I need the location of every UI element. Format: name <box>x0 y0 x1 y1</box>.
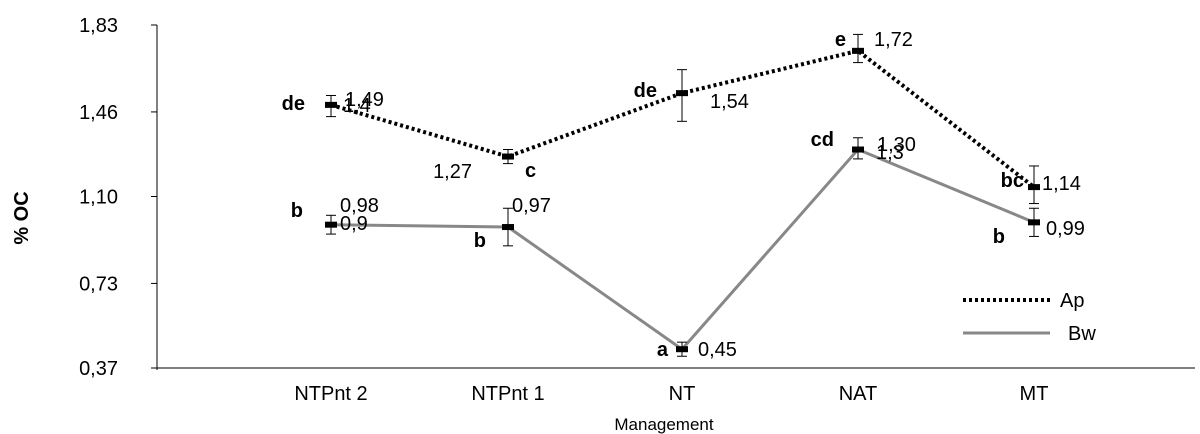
x-tick-label: NAT <box>839 383 878 405</box>
x-tick-label: MT <box>1020 383 1049 405</box>
significance-letter-ap: de <box>634 80 657 102</box>
data-label-ap: 1,72 <box>874 29 913 51</box>
overlapped-data-label: 0,9 <box>340 213 368 235</box>
significance-letter-bw: b <box>993 226 1005 248</box>
series-line-ap <box>330 48 1036 189</box>
y-tick-label: 1,83 <box>79 15 118 37</box>
x-tick-label: NTPnt 2 <box>294 383 367 405</box>
significance-letter-bw: b <box>291 200 303 222</box>
data-label-bw: 1,30 <box>877 134 916 156</box>
y-tick-label: 0,73 <box>79 273 118 295</box>
data-point-ap <box>676 90 688 97</box>
significance-letter-ap: de <box>282 93 305 115</box>
data-point-ap <box>852 47 864 54</box>
axes: 0,37 0,73 1,10 1,46 1,83 NTPnt 2 NTPnt 1 NT NAT M… <box>11 15 1195 434</box>
significance-letter-ap: c <box>525 160 536 182</box>
data-point-bw <box>325 221 337 228</box>
data-point-bw <box>1028 219 1040 226</box>
data-label-ap: 1,54 <box>710 91 749 113</box>
x-axis-title: Management <box>614 415 714 434</box>
legend: Ap Bw <box>963 290 1096 345</box>
data-label-bw: 0,99 <box>1046 218 1085 240</box>
data-label-ap: 1,49 <box>345 89 384 111</box>
x-tick-label: NT <box>669 383 696 405</box>
data-label-ap: 1,27 <box>433 161 472 183</box>
legend-label-bw: Bw <box>1068 323 1096 345</box>
significance-letter-bw: b <box>474 230 486 252</box>
data-label-bw: 0,97 <box>512 195 551 217</box>
overlapped-data-label: 1,3 <box>876 142 904 164</box>
overlapped-data-label: 1,4 <box>343 95 371 117</box>
significance-letter-bw: cd <box>811 129 834 151</box>
data-point-bw <box>676 346 688 353</box>
significance-letter-ap: e <box>835 29 846 51</box>
significance-letter-ap: bc <box>1001 170 1024 192</box>
data-label-ap: 1,14 <box>1042 173 1081 195</box>
legend-label-ap: Ap <box>1060 290 1084 312</box>
data-point-ap <box>502 153 514 160</box>
data-point-ap <box>1028 184 1040 191</box>
series-layer <box>325 33 1040 357</box>
y-tick-label: 0,37 <box>79 358 118 380</box>
label-layer: 1,49 de 1,27 c 1,54 de 1,72 e 1,14 bc 0,98 b 0,97 b 0,… <box>282 29 1085 361</box>
data-point-bw <box>852 146 864 153</box>
y-tick-label: 1,10 <box>79 187 118 209</box>
y-axis-title: % OC <box>11 191 33 244</box>
y-tick-label: 1,46 <box>79 102 118 124</box>
significance-letter-bw: a <box>657 339 669 361</box>
data-point-bw <box>502 224 514 231</box>
data-label-bw: 0,98 <box>340 195 379 217</box>
x-tick-label: NTPnt 1 <box>471 383 544 405</box>
data-point-ap <box>325 101 337 108</box>
data-label-bw: 0,45 <box>698 339 737 361</box>
